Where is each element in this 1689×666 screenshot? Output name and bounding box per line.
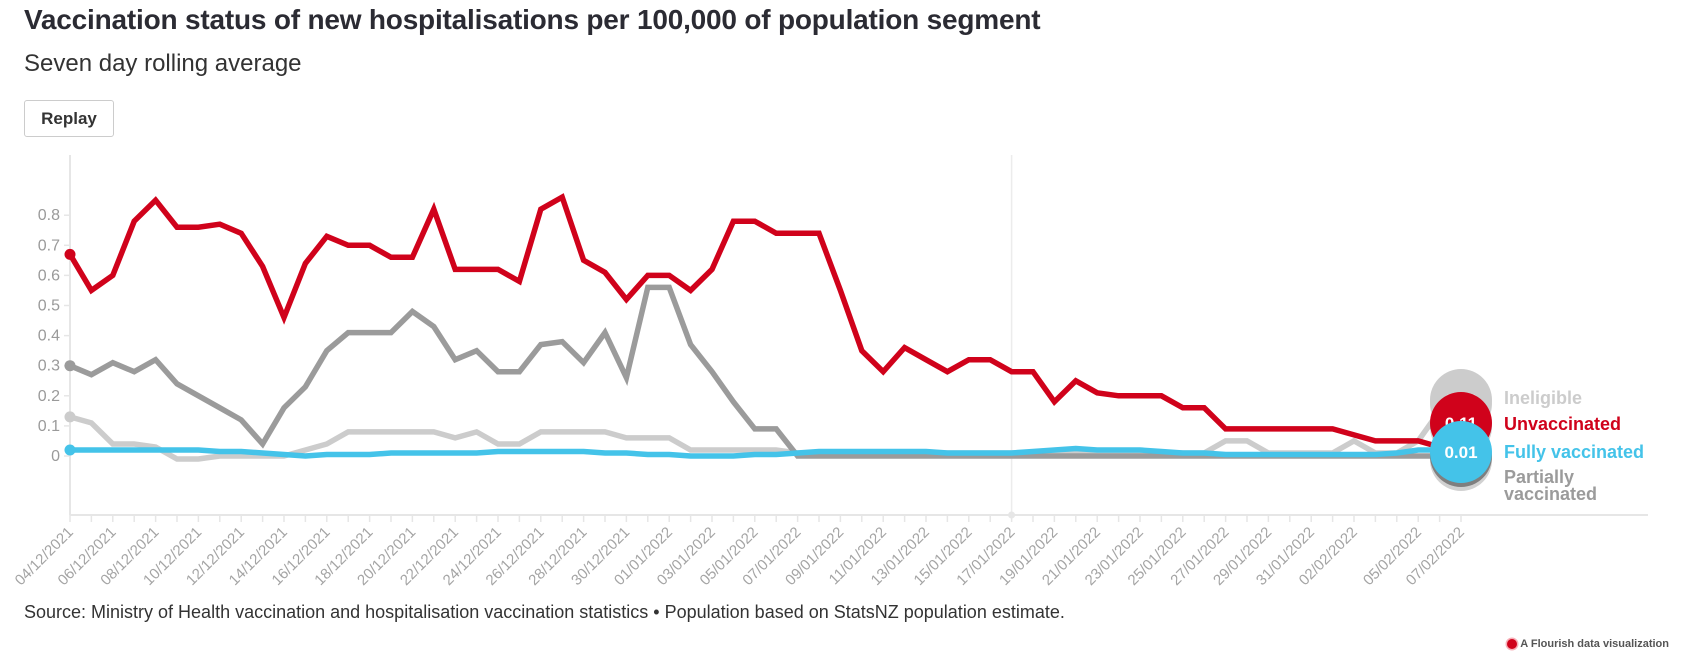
y-tick-label: 0.2: [38, 388, 60, 405]
legend-label-line: Partially: [1504, 467, 1574, 487]
y-tick-label: 0.6: [38, 267, 60, 284]
flourish-logo-icon: [1507, 639, 1518, 649]
y-tick-label: 0.4: [38, 328, 60, 345]
replay-button[interactable]: Replay: [24, 100, 114, 137]
series-start-dot-fully-vaccinated: [64, 444, 76, 456]
legend-label-unvaccinated: Unvaccinated: [1504, 414, 1621, 434]
series-start-dot-ineligible: [64, 411, 76, 423]
flourish-credit[interactable]: A Flourish data visualization: [1507, 638, 1669, 650]
y-tick-label: 0.5: [38, 298, 60, 315]
line-chart: 0 0.1 0.2 0.3 0.4 0.5 0.6 0.7 0.8 04/12/202106/1…: [12, 155, 1648, 589]
chart-title: Vaccination status of new hospitalisatio…: [24, 4, 1041, 35]
legend-label-ineligible: Ineligible: [1504, 388, 1582, 408]
series-line-unvaccinated: [67, 193, 1464, 451]
y-tick-label: 0.8: [38, 207, 60, 224]
series-line-fully-vaccinated: [70, 445, 1462, 459]
chart-subtitle: Seven day rolling average: [24, 50, 302, 77]
y-axis-ticks: 0 0.1 0.2 0.3 0.4 0.5 0.6 0.7 0.8: [38, 207, 70, 465]
series-start-dot-partially-vaccinated: [64, 360, 76, 372]
y-tick-label: 0: [51, 448, 60, 465]
legend-label-line: vaccinated: [1504, 484, 1597, 504]
legend: Ineligible Unvaccinated Fully vaccinated Pa…: [1504, 388, 1644, 504]
y-tick-label: 0.3: [38, 358, 60, 375]
y-tick-label: 0.7: [38, 237, 60, 254]
legend-label-fully-vaccinated: Fully vaccinated: [1504, 442, 1644, 462]
series-line-ineligible: [69, 393, 1463, 462]
y-tick-label: 0.1: [38, 418, 60, 435]
series-lines: [64, 193, 1464, 462]
legend-label-partially-vaccinated: Partially vaccinated: [1504, 467, 1597, 504]
end-bubble-value-fully-vaccinated: 0.01: [1444, 443, 1477, 462]
end-bubbles: 0.200.000.110.01: [1430, 369, 1492, 491]
series-start-dot-unvaccinated: [64, 248, 76, 260]
source-note: Source: Ministry of Health vaccination a…: [24, 602, 1065, 622]
flourish-credit-label: A Flourish data visualization: [1520, 638, 1669, 650]
end-bubble-fully-vaccinated: [1430, 421, 1492, 483]
x-axis-ticks: 04/12/202106/12/202108/12/202110/12/2021…: [12, 515, 1468, 589]
